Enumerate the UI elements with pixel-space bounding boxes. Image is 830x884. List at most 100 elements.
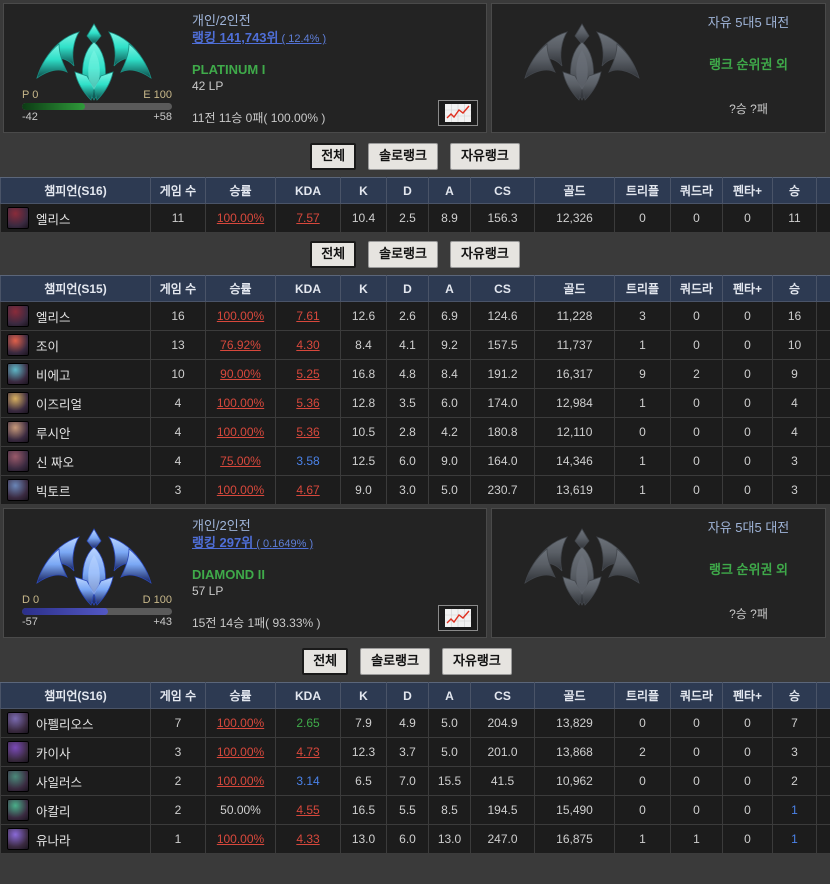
flex-record-label: ?승 ?패 <box>729 102 768 116</box>
tab-all[interactable]: 전체 <box>302 647 349 675</box>
col-header-5[interactable]: D <box>386 682 429 709</box>
cell-games: 13 <box>150 330 206 360</box>
table-row[interactable]: 조이 13 76.92% 4.30 8.4 4.1 9.2 157.5 11,7… <box>0 330 830 360</box>
tab-all[interactable]: 전체 <box>310 240 357 268</box>
col-header-12[interactable]: 승 <box>772 275 817 302</box>
table-row[interactable]: 비에고 10 90.00% 5.25 16.8 4.8 8.4 191.2 16… <box>0 359 830 389</box>
flex-rank-panel: 자유 5대5 대전 랭크 순위권 외 ?승 ?패 <box>491 3 826 133</box>
solo-ranking-link[interactable]: 랭킹 297위 ( 0.1649% ) <box>192 535 314 550</box>
col-header-6[interactable]: A <box>428 177 471 204</box>
col-header-0[interactable]: 챔피언(S16) <box>0 682 151 709</box>
col-header-11[interactable]: 펜타+ <box>722 682 773 709</box>
flex-record-label: ?승 ?패 <box>729 607 768 621</box>
col-header-8[interactable]: 골드 <box>534 177 615 204</box>
cell-losses: 0 <box>816 388 830 418</box>
tab-flex[interactable]: 자유랭크 <box>441 647 512 675</box>
col-header-4[interactable]: K <box>340 177 387 204</box>
solo-ranking-link[interactable]: 랭킹 141,743위 ( 12.4% ) <box>192 30 327 45</box>
lp-promote-value: +43 <box>153 616 172 628</box>
cell-kills: 6.5 <box>340 766 387 796</box>
col-header-2[interactable]: 승률 <box>205 682 276 709</box>
table-row[interactable]: 아펠리오스 7 100.00% 2.65 7.9 4.9 5.0 204.9 1… <box>0 708 830 738</box>
col-header-13[interactable]: 패 <box>816 177 830 204</box>
col-header-13[interactable]: 패 <box>816 275 830 302</box>
col-header-9[interactable]: 트리플 <box>614 177 671 204</box>
table-row[interactable]: 아칼리 2 50.00% 4.55 16.5 5.5 8.5 194.5 15,… <box>0 795 830 825</box>
cell-kills: 12.6 <box>340 301 387 331</box>
col-header-0[interactable]: 챔피언(S15) <box>0 275 151 302</box>
tab-flex[interactable]: 자유랭크 <box>449 240 520 268</box>
cell-champion: 조이 <box>0 330 151 360</box>
table-row[interactable]: 엘리스 11 100.00% 7.57 10.4 2.5 8.9 156.3 1… <box>0 203 830 233</box>
tab-solo[interactable]: 솔로랭크 <box>368 142 438 170</box>
cell-kda: 4.55 <box>275 795 341 825</box>
col-header-4[interactable]: K <box>340 682 387 709</box>
col-header-5[interactable]: D <box>386 275 429 302</box>
table-row[interactable]: 유나라 1 100.00% 4.33 13.0 6.0 13.0 247.0 1… <box>0 824 830 854</box>
col-header-11[interactable]: 펜타+ <box>722 177 773 204</box>
col-header-10[interactable]: 쿼드라 <box>670 177 723 204</box>
col-header-7[interactable]: CS <box>470 682 535 709</box>
cell-penta: 0 <box>722 824 773 854</box>
table-row[interactable]: 이즈리얼 4 100.00% 5.36 12.8 3.5 6.0 174.0 1… <box>0 388 830 418</box>
cell-cs: 191.2 <box>470 359 535 389</box>
cell-champion: 빅토르 <box>0 475 151 505</box>
table-row[interactable]: 빅토르 3 100.00% 4.67 9.0 3.0 5.0 230.7 13,… <box>0 475 830 505</box>
col-header-3[interactable]: KDA <box>275 177 341 204</box>
col-header-0[interactable]: 챔피언(S16) <box>0 177 151 204</box>
lp-progress-block: D 0 D 100 -57 +43 <box>22 594 172 629</box>
cell-triple: 1 <box>614 824 671 854</box>
tab-flex[interactable]: 자유랭크 <box>449 142 520 170</box>
cell-losses: 0 <box>816 766 830 796</box>
cell-winrate: 100.00% <box>205 203 276 233</box>
col-header-4[interactable]: K <box>340 275 387 302</box>
viktor-portrait <box>7 479 29 501</box>
solo-graph-button[interactable] <box>438 605 478 631</box>
tab-solo[interactable]: 솔로랭크 <box>360 647 430 675</box>
cell-cs: 194.5 <box>470 795 535 825</box>
lp-demote-value: -42 <box>22 111 38 123</box>
table-row[interactable]: 루시안 4 100.00% 5.36 10.5 2.8 4.2 180.8 12… <box>0 417 830 447</box>
col-header-1[interactable]: 게임 수 <box>150 682 206 709</box>
cell-kda: 7.57 <box>275 203 341 233</box>
col-header-1[interactable]: 게임 수 <box>150 275 206 302</box>
cell-kills: 12.3 <box>340 737 387 767</box>
tab-solo[interactable]: 솔로랭크 <box>368 240 438 268</box>
col-header-1[interactable]: 게임 수 <box>150 177 206 204</box>
col-header-10[interactable]: 쿼드라 <box>670 682 723 709</box>
table-row[interactable]: 카이사 3 100.00% 4.73 12.3 3.7 5.0 201.0 13… <box>0 737 830 767</box>
col-header-9[interactable]: 트리플 <box>614 275 671 302</box>
flex-rank-info: 자유 5대5 대전 랭크 순위권 외 ?승 ?패 <box>672 4 825 132</box>
table-row[interactable]: 신 짜오 4 75.00% 3.58 12.5 6.0 9.0 164.0 14… <box>0 446 830 476</box>
col-header-5[interactable]: D <box>386 177 429 204</box>
col-header-12[interactable]: 승 <box>772 682 817 709</box>
cell-quadra: 0 <box>670 766 723 796</box>
cell-kills: 12.5 <box>340 446 387 476</box>
col-header-8[interactable]: 골드 <box>534 275 615 302</box>
col-header-9[interactable]: 트리플 <box>614 682 671 709</box>
xinzhao-portrait <box>7 450 29 472</box>
cell-winrate: 100.00% <box>205 475 276 505</box>
cell-gold: 11,737 <box>534 330 615 360</box>
col-header-2[interactable]: 승률 <box>205 177 276 204</box>
cell-gold: 15,490 <box>534 795 615 825</box>
line-chart-icon <box>445 609 471 627</box>
col-header-6[interactable]: A <box>428 682 471 709</box>
platinum-emblem <box>36 23 152 101</box>
col-header-3[interactable]: KDA <box>275 682 341 709</box>
table-row[interactable]: 엘리스 16 100.00% 7.61 12.6 2.6 6.9 124.6 1… <box>0 301 830 331</box>
col-header-6[interactable]: A <box>428 275 471 302</box>
table-row[interactable]: 사일러스 2 100.00% 3.14 6.5 7.0 15.5 41.5 10… <box>0 766 830 796</box>
col-header-13[interactable]: 패 <box>816 682 830 709</box>
col-header-7[interactable]: CS <box>470 275 535 302</box>
col-header-2[interactable]: 승률 <box>205 275 276 302</box>
col-header-3[interactable]: KDA <box>275 275 341 302</box>
col-header-12[interactable]: 승 <box>772 177 817 204</box>
col-header-8[interactable]: 골드 <box>534 682 615 709</box>
solo-graph-button[interactable] <box>438 100 478 126</box>
col-header-7[interactable]: CS <box>470 177 535 204</box>
col-header-11[interactable]: 펜타+ <box>722 275 773 302</box>
col-header-10[interactable]: 쿼드라 <box>670 275 723 302</box>
tab-all[interactable]: 전체 <box>310 142 357 170</box>
